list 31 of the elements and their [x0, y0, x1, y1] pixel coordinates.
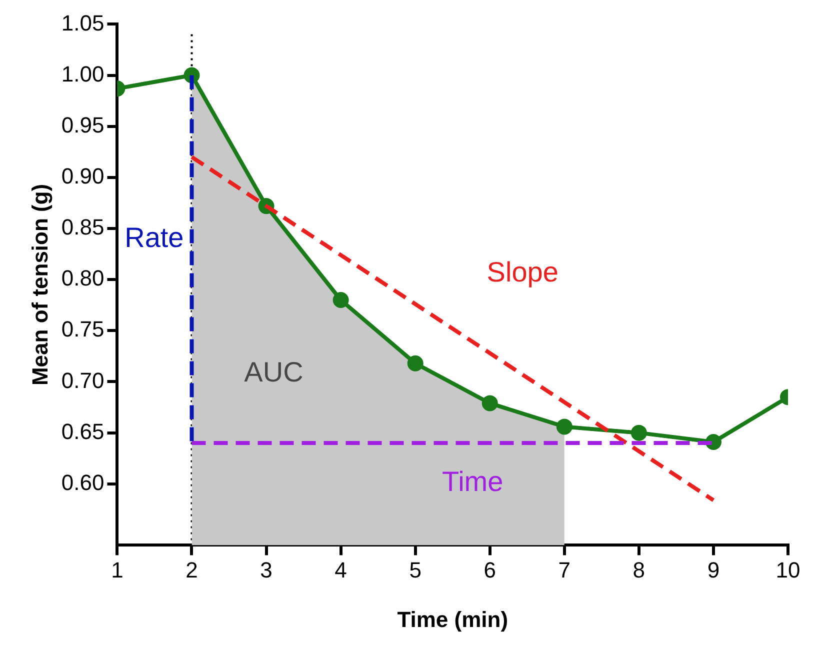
- point: [630, 424, 647, 441]
- x-tick-label: 2: [186, 557, 198, 582]
- series-label: Slope: [486, 256, 558, 288]
- x-tick-label: 7: [558, 557, 571, 582]
- point: [556, 418, 572, 435]
- y-tick-label: 0.65: [61, 418, 104, 444]
- y-tick-label: 0.85: [61, 214, 104, 240]
- y-tick-label: 0.60: [61, 470, 104, 495]
- x-axis-title: Time (min): [397, 606, 508, 632]
- x-tick-label: 5: [409, 557, 422, 582]
- x-tick-label: 4: [334, 557, 347, 582]
- y-tick-label: 0.70: [61, 368, 104, 393]
- x-tick-label: 9: [707, 557, 720, 582]
- x-tick-label: 6: [484, 557, 496, 582]
- x-tick-label: 8: [632, 557, 646, 582]
- series-label: Time: [442, 466, 504, 497]
- point: [482, 395, 498, 412]
- y-tick-label: 1.05: [61, 10, 104, 36]
- y-tick-label: 0.75: [61, 316, 104, 342]
- x-tick-label: 1: [111, 557, 124, 582]
- point: [407, 355, 424, 372]
- series-label: AUC: [244, 356, 304, 388]
- y-axis-title: Mean of tension (g): [27, 184, 52, 386]
- x-tick-label: 3: [260, 557, 272, 582]
- y-tick-label: 0.95: [61, 112, 104, 138]
- y-tick-label: 1.00: [61, 61, 104, 86]
- y-tick-label: 0.80: [61, 266, 104, 291]
- y-tick-label: 0.90: [61, 164, 104, 188]
- series-label: Rate: [124, 222, 184, 253]
- x-tick-label: 10: [776, 557, 800, 582]
- point: [332, 292, 349, 308]
